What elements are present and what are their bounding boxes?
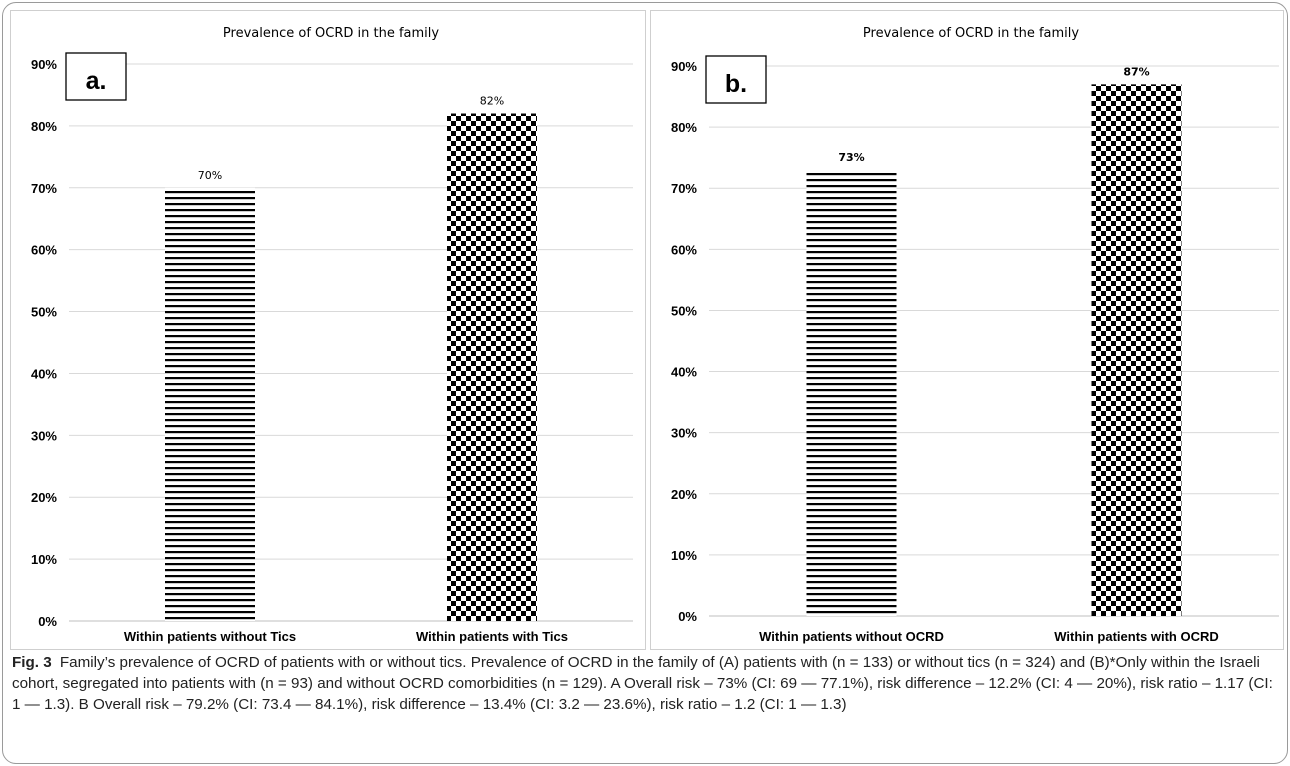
caption-text: Family’s prevalence of OCRD of patients … <box>12 654 1273 713</box>
bar-1 <box>165 187 255 621</box>
data-label: 73% <box>838 151 864 164</box>
chart-panel-b: Prevalence of OCRD in the family 0% 10% 20%… <box>650 10 1284 650</box>
y-tick-label: 30% <box>671 426 697 441</box>
panel-label-box <box>705 55 767 104</box>
x-category-label: Within patients without Tics <box>124 629 296 644</box>
y-tick-label: 80% <box>31 119 57 134</box>
figure-caption: Fig. 3 Family’s prevalence of OCRD of pa… <box>12 652 1280 715</box>
x-category-label: Within patients with OCRD <box>1054 629 1219 644</box>
bar-2 <box>447 113 537 621</box>
x-category-label: Within patients with Tics <box>416 629 568 644</box>
panel-label-box <box>65 52 127 101</box>
y-tick-label: 50% <box>31 305 57 320</box>
figure-label: Fig. 3 <box>12 654 52 671</box>
chart-panel-a: Prevalence of OCRD in the family 0% 10% 20%… <box>10 10 646 650</box>
x-category-label: Within patients without OCRD <box>759 629 944 644</box>
panel-label: a. <box>86 67 107 95</box>
y-tick-label: 10% <box>31 552 57 567</box>
y-tick-label: 90% <box>31 57 57 72</box>
y-tick-label: 80% <box>671 120 697 135</box>
chart-a-svg: Prevalence of OCRD in the family 0% 10% 20%… <box>31 26 633 644</box>
y-tick-label: 70% <box>671 181 697 196</box>
chart-title: Prevalence of OCRD in the family <box>223 26 439 41</box>
y-tick-label: 90% <box>671 59 697 74</box>
data-label: 82% <box>480 95 504 108</box>
y-tick-label: 60% <box>671 242 697 257</box>
y-tick-label: 60% <box>31 243 57 258</box>
chart-b-svg: Prevalence of OCRD in the family 0% 10% 20%… <box>671 26 1279 644</box>
y-tick-label: 30% <box>31 428 57 443</box>
bar-2 <box>1091 84 1182 617</box>
data-label: 70% <box>198 169 222 182</box>
y-tick-label: 40% <box>31 366 57 381</box>
y-tick-label: 70% <box>31 181 57 196</box>
y-tick-label: 0% <box>38 614 57 629</box>
y-tick-label: 50% <box>671 303 697 318</box>
y-tick-label: 10% <box>671 548 697 563</box>
y-tick-label: 40% <box>671 365 697 380</box>
chart-title: Prevalence of OCRD in the family <box>863 26 1079 41</box>
bar-1 <box>806 169 897 616</box>
y-tick-label: 0% <box>678 609 697 624</box>
data-label: 87% <box>1123 65 1149 78</box>
panel-label: b. <box>725 70 747 98</box>
y-tick-label: 20% <box>31 490 57 505</box>
y-tick-label: 20% <box>671 487 697 502</box>
